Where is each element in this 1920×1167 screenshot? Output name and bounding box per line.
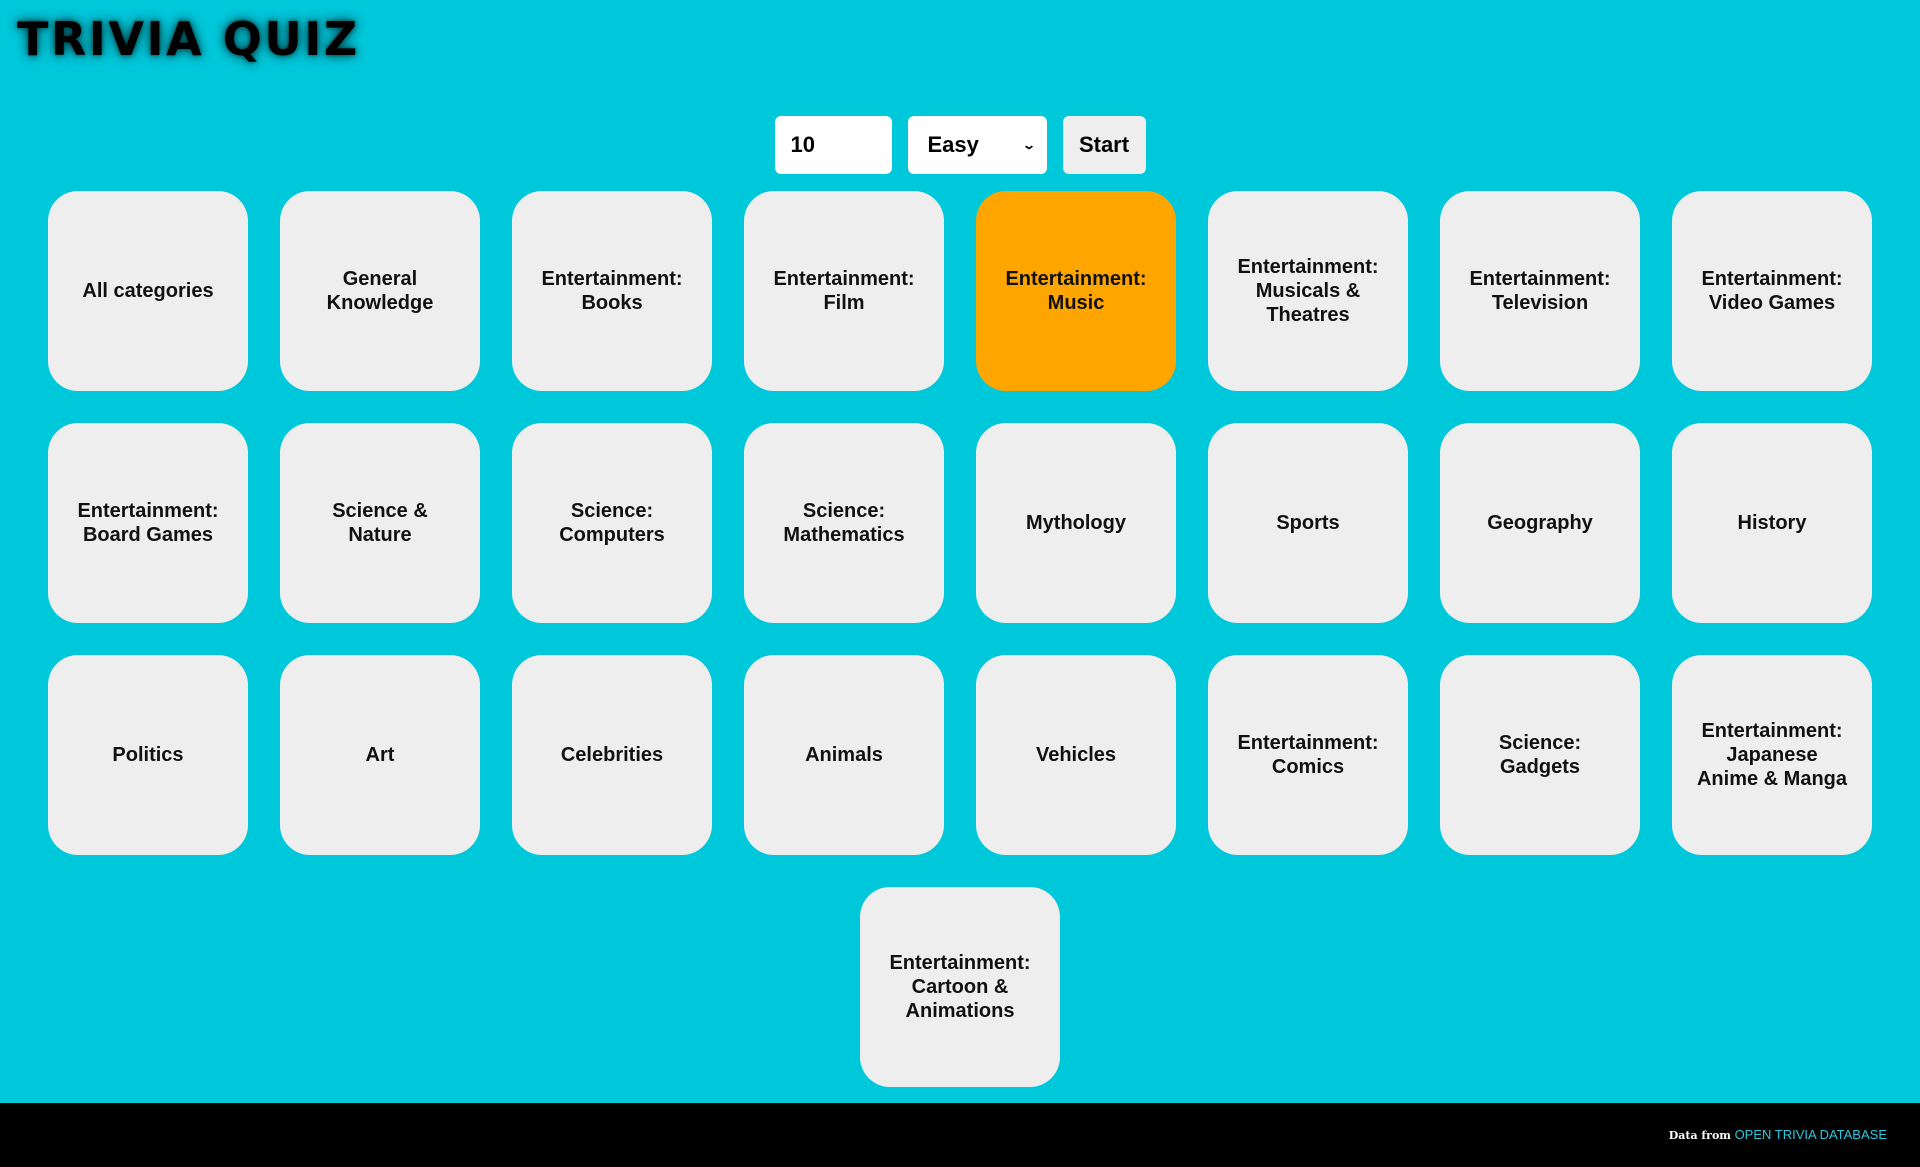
category-card[interactable]: Art	[280, 655, 480, 855]
category-label: Entertainment: Comics	[1237, 732, 1379, 778]
category-label: Vehicles	[1035, 744, 1117, 766]
category-label: Entertainment: Books	[541, 268, 683, 314]
category-label: Celebrities	[560, 744, 664, 766]
category-label: Entertainment: Film	[773, 268, 915, 314]
category-card[interactable]: Science & Nature	[280, 423, 480, 623]
category-card[interactable]: Politics	[48, 655, 248, 855]
category-card[interactable]: History	[1672, 423, 1872, 623]
category-label: Science & Nature	[332, 500, 428, 546]
category-card[interactable]: Entertainment: Board Games	[48, 423, 248, 623]
category-label: Entertainment: Japanese Anime & Manga	[1696, 720, 1848, 790]
category-card[interactable]: Entertainment: Comics	[1208, 655, 1408, 855]
footer: Data from OPEN TRIVIA DATABASE	[0, 1103, 1920, 1167]
category-card[interactable]: Entertainment: Cartoon & Animations	[860, 887, 1060, 1087]
category-label: Entertainment: Music	[1005, 268, 1147, 314]
category-label: Geography	[1487, 512, 1593, 534]
category-card[interactable]: Entertainment: Film	[744, 191, 944, 391]
open-trivia-database-link[interactable]: OPEN TRIVIA DATABASE	[1734, 1127, 1887, 1142]
category-label: Entertainment: Video Games	[1701, 268, 1843, 314]
app-title: TRIVIA QUIZ	[17, 12, 360, 66]
category-label: All categories	[82, 280, 214, 302]
category-label: Animals	[805, 744, 883, 766]
category-label: Sports	[1276, 512, 1340, 534]
category-card[interactable]: Entertainment: Japanese Anime & Manga	[1672, 655, 1872, 855]
category-label: Entertainment: Cartoon & Animations	[889, 952, 1031, 1022]
category-card[interactable]: Mythology	[976, 423, 1176, 623]
category-card[interactable]: Entertainment: Video Games	[1672, 191, 1872, 391]
category-label: Politics	[112, 744, 184, 766]
chevron-down-icon: ⌄	[1022, 138, 1037, 152]
category-label: Science: Gadgets	[1498, 732, 1582, 778]
difficulty-value: Easy	[927, 132, 979, 157]
category-label: Science: Computers	[559, 500, 665, 546]
category-card[interactable]: Entertainment: Musicals & Theatres	[1208, 191, 1408, 391]
category-card[interactable]: Science: Mathematics	[744, 423, 944, 623]
footer-attribution: Data from OPEN TRIVIA DATABASE	[1669, 1127, 1887, 1142]
footer-prefix: Data from	[1668, 1129, 1731, 1142]
category-card[interactable]: General Knowledge	[280, 191, 480, 391]
category-label: General Knowledge	[326, 268, 434, 314]
category-label: History	[1737, 512, 1807, 534]
category-card[interactable]: Vehicles	[976, 655, 1176, 855]
category-label: Art	[365, 744, 395, 766]
category-card[interactable]: Entertainment: Music	[976, 191, 1176, 391]
category-label: Entertainment: Television	[1469, 268, 1611, 314]
category-grid: All categories General Knowledge Entertain…	[48, 191, 1872, 1087]
question-count-input[interactable]	[774, 116, 892, 174]
category-card[interactable]: Science: Gadgets	[1440, 655, 1640, 855]
difficulty-select[interactable]: Easy ⌄	[907, 116, 1047, 174]
category-card[interactable]: Sports	[1208, 423, 1408, 623]
category-card[interactable]: Geography	[1440, 423, 1640, 623]
category-card[interactable]: All categories	[48, 191, 248, 391]
quiz-controls: Easy ⌄ Start	[0, 116, 1920, 174]
start-button[interactable]: Start	[1062, 116, 1146, 174]
category-card[interactable]: Entertainment: Television	[1440, 191, 1640, 391]
category-label: Entertainment: Board Games	[77, 500, 219, 546]
category-label: Mythology	[1026, 512, 1126, 534]
category-card[interactable]: Animals	[744, 655, 944, 855]
category-card[interactable]: Science: Computers	[512, 423, 712, 623]
category-label: Entertainment: Musicals & Theatres	[1237, 256, 1379, 326]
category-label: Science: Mathematics	[783, 500, 905, 546]
category-card[interactable]: Entertainment: Books	[512, 191, 712, 391]
category-card[interactable]: Celebrities	[512, 655, 712, 855]
